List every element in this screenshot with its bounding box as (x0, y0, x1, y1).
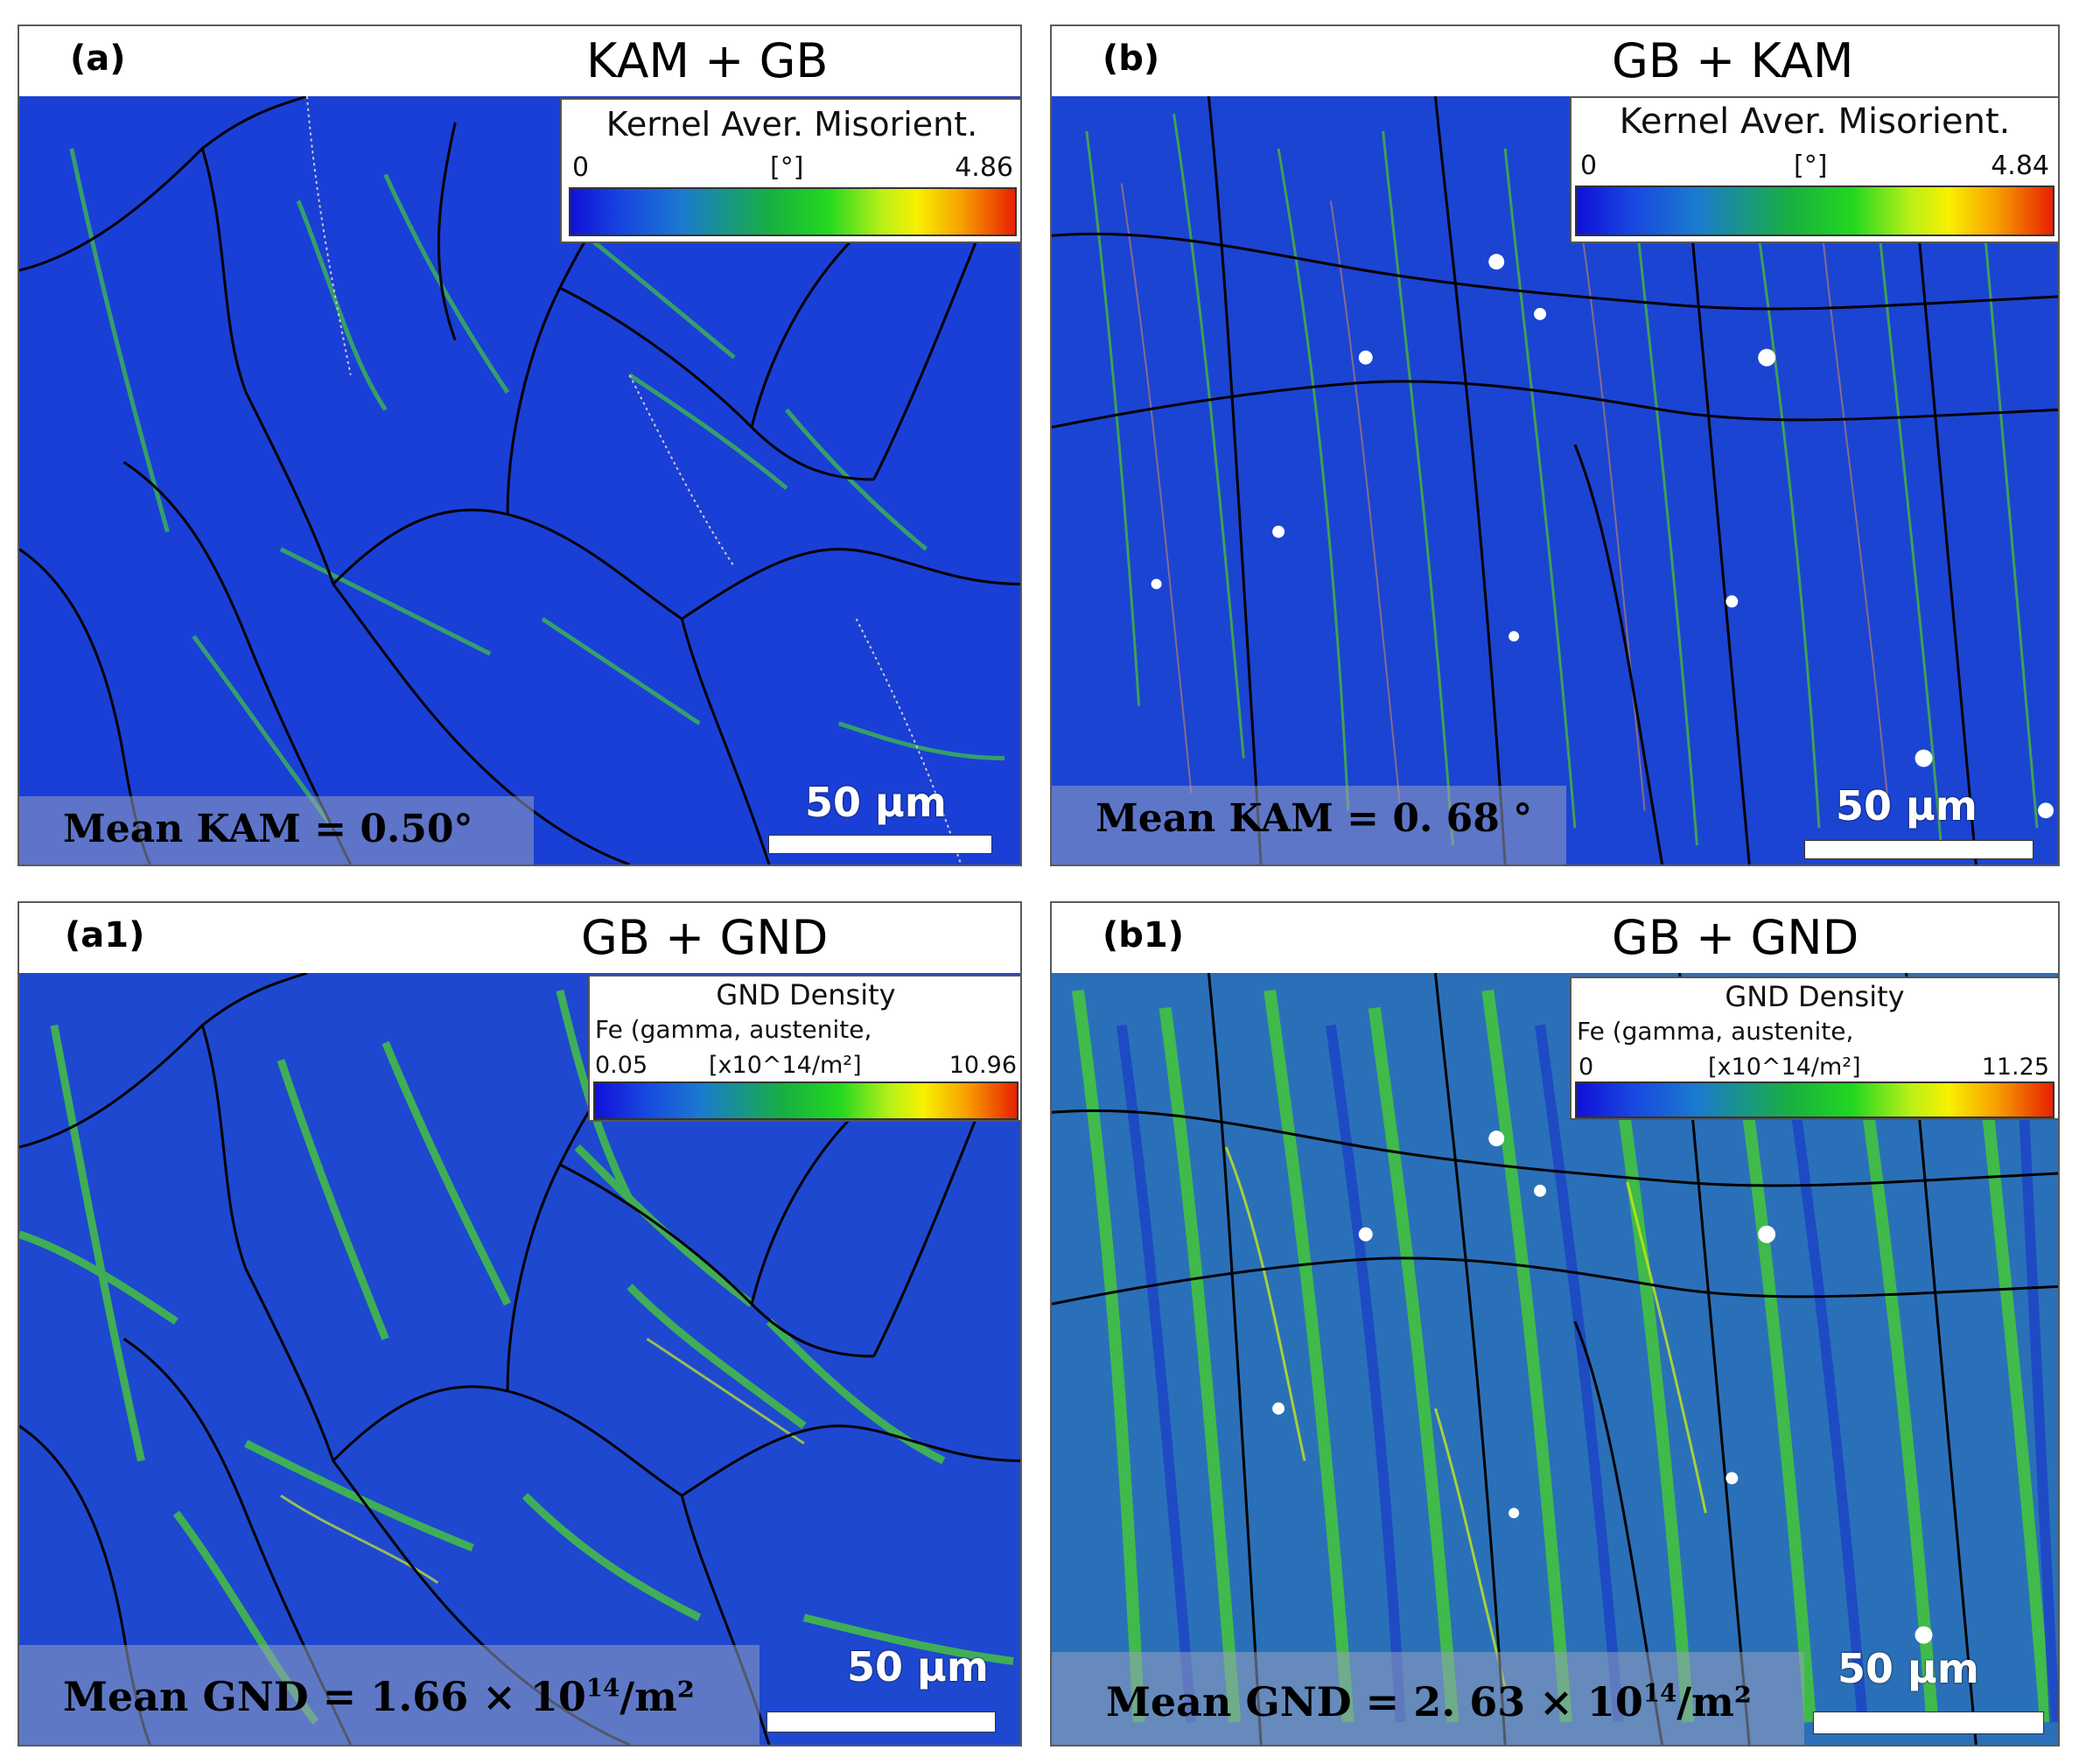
scale-bar-b-line (1804, 840, 2034, 859)
scale-bar-a-label: 50 μm (805, 779, 947, 826)
panel-b1-label: (b1) (1102, 915, 1185, 956)
legend-b-title: Kernel Aver. Misorient. (1619, 102, 2011, 142)
legend-b1-min: 0 (1578, 1054, 1594, 1081)
scale-bar-a1-line (766, 1712, 996, 1732)
scale-bar-a1-label: 50 μm (847, 1643, 989, 1690)
legend-a1-unit: [x10^14/m²] (709, 1052, 862, 1079)
mean-box-a (19, 796, 534, 864)
legend-b1-subtitle: Fe (gamma, austenite, (1577, 1017, 1854, 1046)
legend-a-unit: [°] (770, 152, 804, 183)
legend-b1-unit: [x10^14/m²] (1708, 1054, 1861, 1081)
panel-b1-map: GND Density Fe (gamma, austenite, 0 [x10… (1052, 973, 2058, 1745)
legend-b1-max: 11.25 (1981, 1054, 2049, 1081)
panel-a1-header: (a1) GB + GND (19, 903, 1020, 973)
mean-box-b (1052, 786, 1566, 864)
scale-bar-a: 50 μm (768, 779, 996, 864)
mean-box-b1 (1052, 1652, 1804, 1745)
panel-a1: (a1) GB + GND (18, 901, 1022, 1746)
panel-a1-label: (a1) (65, 915, 145, 956)
legend-b-colorbar (1575, 186, 2054, 236)
mean-gnd-b1-exponent: 14 (1642, 1678, 1677, 1708)
legend-b-min: 0 (1580, 150, 1598, 181)
mean-gnd-a1-unit: /m² (620, 1673, 695, 1720)
legend-a-colorbar (569, 187, 1017, 236)
scale-bar-b1: 50 μm (1813, 1645, 2051, 1741)
legend-a-title: Kernel Aver. Misorient. (606, 105, 978, 144)
panel-b1-title: GB + GND (1612, 910, 1859, 965)
legend-a1-max: 10.96 (948, 1052, 1017, 1079)
legend-a1-min: 0.05 (595, 1052, 648, 1079)
legend-a: Kernel Aver. Misorient. 0 [°] 4.86 (560, 98, 1020, 243)
scale-bar-a1: 50 μm (766, 1643, 1003, 1740)
legend-a1-colorbar (593, 1082, 1018, 1120)
scale-bar-b-label: 50 μm (1836, 782, 1978, 830)
kam-map-b (1052, 96, 2058, 864)
panel-b1: (b1) GB + GND (1050, 901, 2060, 1746)
panel-b-map: Kernel Aver. Misorient. 0 [°] 4.84 Mean … (1052, 96, 2058, 864)
panel-a: (a) KAM + GB (18, 24, 1022, 866)
legend-b: Kernel Aver. Misorient. 0 [°] 4.84 (1570, 96, 2058, 243)
legend-a1-title: GND Density (716, 978, 896, 1012)
mean-gnd-b1-unit: /m² (1676, 1678, 1752, 1726)
mean-gnd-a1-text: Mean GND = 1.66 × 10 (63, 1673, 586, 1720)
panel-a-title: KAM + GB (586, 33, 829, 88)
scale-bar-b1-label: 50 μm (1838, 1645, 1979, 1692)
legend-b1-title: GND Density (1725, 980, 1905, 1013)
legend-a1-subtitle: Fe (gamma, austenite, (595, 1015, 872, 1044)
panel-a-label: (a) (70, 38, 126, 79)
panel-b-label: (b) (1102, 38, 1160, 79)
panel-a1-title: GB + GND (581, 910, 829, 965)
mean-box-a1 (19, 1645, 760, 1745)
legend-a1: GND Density Fe (gamma, austenite, 0.05 [… (588, 975, 1020, 1122)
panel-b: (b) GB + KAM (1050, 24, 2060, 866)
legend-b-unit: [°] (1794, 150, 1828, 181)
panel-b-title: GB + KAM (1612, 33, 1854, 88)
panel-a1-map: GND Density Fe (gamma, austenite, 0.05 [… (19, 973, 1020, 1745)
scale-bar-b: 50 μm (1804, 782, 2040, 864)
panel-a-header: (a) KAM + GB (19, 26, 1020, 96)
panel-b1-header: (b1) GB + GND (1052, 903, 2058, 973)
legend-a-max: 4.86 (955, 152, 1013, 183)
legend-a-min: 0 (572, 152, 590, 183)
mean-kam-b: Mean KAM = 0. 68 ° (1096, 796, 1532, 841)
mean-gnd-a1: Mean GND = 1.66 × 1014/m² (63, 1673, 695, 1720)
mean-kam-a-text: Mean KAM = 0.50° (63, 807, 473, 851)
mean-gnd-a1-exponent: 14 (585, 1673, 620, 1703)
panel-b-header: (b) GB + KAM (1052, 26, 2058, 96)
panel-a-map: Kernel Aver. Misorient. 0 [°] 4.86 Mean … (19, 96, 1020, 864)
mean-gnd-b1: Mean GND = 2. 63 × 1014/m² (1106, 1678, 1752, 1726)
mean-kam-b-text: Mean KAM = 0. 68 ° (1096, 796, 1533, 841)
legend-b1-colorbar (1575, 1082, 2054, 1118)
mean-kam-a: Mean KAM = 0.50° (63, 807, 473, 851)
scale-bar-b1-line (1813, 1712, 2044, 1734)
legend-b1: GND Density Fe (gamma, austenite, 0 [x10… (1570, 976, 2058, 1120)
legend-b-max: 4.84 (1991, 150, 2049, 181)
scale-bar-a-line (768, 835, 992, 854)
mean-gnd-b1-text: Mean GND = 2. 63 × 10 (1106, 1678, 1643, 1726)
